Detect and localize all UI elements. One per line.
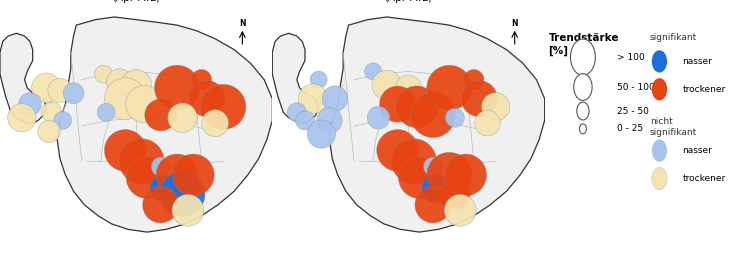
Circle shape — [201, 84, 246, 129]
Polygon shape — [0, 33, 46, 123]
Text: 50 - 100: 50 - 100 — [618, 83, 655, 92]
Circle shape — [126, 157, 168, 198]
Circle shape — [48, 78, 72, 103]
Text: nasser: nasser — [682, 146, 712, 155]
Circle shape — [287, 103, 306, 122]
Text: nasser: nasser — [682, 57, 712, 66]
Circle shape — [126, 86, 163, 123]
Circle shape — [464, 69, 484, 90]
Circle shape — [298, 84, 328, 114]
Circle shape — [145, 99, 177, 131]
Circle shape — [396, 75, 421, 100]
Circle shape — [380, 86, 416, 122]
Circle shape — [151, 157, 170, 176]
Circle shape — [415, 187, 451, 223]
Circle shape — [191, 69, 212, 90]
Circle shape — [295, 111, 314, 130]
Circle shape — [143, 187, 179, 223]
Circle shape — [310, 71, 327, 88]
Circle shape — [105, 78, 146, 119]
Text: 25 - 50: 25 - 50 — [618, 107, 649, 116]
Title: Max. Dauer von
Niedrigwasserphasen
(Apr-Mrz): Max. Dauer von Niedrigwasserphasen (Apr-… — [80, 0, 192, 3]
Circle shape — [411, 92, 456, 138]
Circle shape — [377, 129, 419, 171]
Circle shape — [461, 81, 498, 117]
Text: N: N — [239, 19, 246, 28]
Circle shape — [316, 108, 342, 133]
Circle shape — [97, 103, 115, 121]
Text: signifikant: signifikant — [650, 33, 697, 42]
Circle shape — [423, 157, 442, 176]
Text: trockener: trockener — [682, 85, 726, 94]
Circle shape — [427, 65, 472, 110]
Circle shape — [445, 194, 476, 226]
Text: Trendstärke
[%]: Trendstärke [%] — [548, 33, 619, 56]
Circle shape — [652, 167, 667, 190]
Text: nicht
signifikant: nicht signifikant — [650, 117, 697, 137]
Polygon shape — [57, 17, 272, 232]
Circle shape — [307, 120, 336, 148]
Circle shape — [372, 70, 401, 100]
Circle shape — [18, 93, 41, 116]
Circle shape — [439, 179, 470, 209]
Circle shape — [54, 112, 71, 129]
Circle shape — [63, 83, 84, 104]
Circle shape — [106, 69, 133, 96]
Circle shape — [475, 110, 500, 136]
Circle shape — [427, 152, 472, 198]
Circle shape — [150, 175, 177, 202]
Circle shape — [189, 81, 225, 117]
Circle shape — [38, 120, 60, 143]
Circle shape — [367, 106, 390, 129]
Circle shape — [570, 39, 595, 75]
Title: Max. Volumendefizit bei
Niedrigwasserphasen
(Apr-Mrz): Max. Volumendefizit bei Niedrigwasserpha… — [346, 0, 471, 3]
Circle shape — [445, 154, 486, 196]
Circle shape — [119, 139, 164, 184]
Circle shape — [202, 110, 229, 137]
Circle shape — [172, 194, 204, 226]
Circle shape — [364, 63, 381, 80]
Circle shape — [160, 171, 205, 217]
Circle shape — [574, 74, 592, 100]
Text: N: N — [512, 19, 518, 28]
Circle shape — [398, 157, 440, 198]
Text: trockener: trockener — [682, 174, 726, 183]
Circle shape — [172, 154, 214, 196]
Circle shape — [155, 65, 199, 110]
Circle shape — [392, 139, 436, 184]
Circle shape — [445, 108, 464, 127]
Circle shape — [481, 93, 510, 121]
Circle shape — [121, 70, 152, 100]
Circle shape — [94, 65, 113, 83]
Polygon shape — [272, 33, 319, 123]
Circle shape — [32, 73, 61, 102]
Text: > 100: > 100 — [618, 53, 645, 62]
Circle shape — [42, 102, 62, 122]
Circle shape — [652, 78, 667, 100]
Polygon shape — [330, 17, 545, 232]
Circle shape — [168, 103, 197, 133]
Circle shape — [7, 104, 36, 132]
Circle shape — [577, 102, 589, 120]
Circle shape — [396, 86, 437, 128]
Circle shape — [105, 129, 146, 171]
Circle shape — [422, 174, 450, 203]
Circle shape — [579, 124, 587, 134]
Circle shape — [322, 86, 347, 111]
Circle shape — [156, 154, 198, 196]
Circle shape — [652, 50, 667, 73]
Circle shape — [652, 140, 667, 162]
Text: 0 - 25: 0 - 25 — [618, 124, 643, 133]
